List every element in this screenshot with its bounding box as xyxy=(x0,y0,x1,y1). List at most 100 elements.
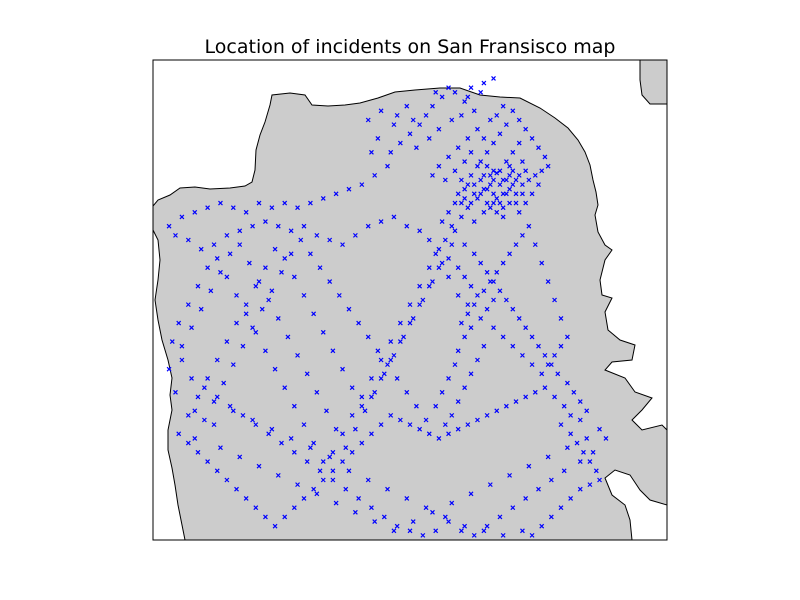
incident-marker xyxy=(462,186,468,192)
incident-marker xyxy=(410,117,416,123)
incident-marker xyxy=(295,352,300,358)
incident-marker xyxy=(475,292,480,298)
incident-marker xyxy=(378,357,384,363)
incident-marker xyxy=(449,223,455,229)
incident-marker xyxy=(330,348,336,354)
incident-marker xyxy=(359,440,365,446)
incident-marker xyxy=(269,205,275,211)
incident-marker xyxy=(516,172,522,178)
incident-marker xyxy=(503,177,509,183)
incident-marker xyxy=(471,251,477,257)
incident-marker xyxy=(446,376,451,381)
incident-marker xyxy=(185,302,191,308)
incident-marker xyxy=(250,417,256,423)
chart-title: Location of incidents on San Fransisco m… xyxy=(205,36,616,58)
incident-marker xyxy=(388,412,394,418)
incident-marker xyxy=(227,251,233,257)
incident-marker xyxy=(597,477,602,483)
incident-marker xyxy=(542,154,548,160)
incident-marker xyxy=(407,528,413,534)
incident-marker xyxy=(500,214,506,220)
incident-marker xyxy=(324,408,329,414)
incident-marker xyxy=(584,436,590,441)
map-plot-area xyxy=(153,60,667,540)
incident-marker xyxy=(558,316,564,321)
incident-marker xyxy=(539,260,545,266)
incident-marker xyxy=(462,385,468,391)
incident-marker xyxy=(458,177,464,183)
incident-marker xyxy=(503,122,509,128)
incident-marker xyxy=(282,514,288,520)
incident-marker xyxy=(494,170,500,176)
incident-marker xyxy=(532,389,538,395)
incident-marker xyxy=(272,366,278,372)
incident-marker xyxy=(465,94,471,100)
incident-marker xyxy=(253,329,259,335)
incident-marker xyxy=(436,265,442,271)
incident-marker xyxy=(359,403,365,409)
incident-marker xyxy=(218,200,223,206)
incident-marker xyxy=(491,168,496,174)
incident-marker xyxy=(205,265,211,271)
incident-marker xyxy=(513,177,519,183)
incident-marker xyxy=(404,496,410,501)
incident-marker xyxy=(507,172,513,178)
incident-marker xyxy=(388,357,394,363)
incident-marker xyxy=(263,514,268,520)
incident-marker xyxy=(439,389,445,395)
incident-marker xyxy=(365,117,371,123)
incident-marker xyxy=(314,491,320,497)
incident-marker xyxy=(430,509,435,515)
incident-marker xyxy=(211,399,217,404)
incident-marker xyxy=(394,376,400,381)
incident-marker xyxy=(192,209,198,215)
incident-marker xyxy=(362,408,368,414)
incident-marker xyxy=(507,186,513,192)
incident-marker xyxy=(446,431,451,437)
incident-marker xyxy=(195,283,201,289)
incident-marker xyxy=(272,246,278,252)
incident-marker xyxy=(439,219,445,224)
incident-marker xyxy=(561,468,567,474)
incident-marker xyxy=(369,149,374,155)
incident-marker xyxy=(397,417,403,423)
incident-marker xyxy=(311,311,317,317)
incident-marker xyxy=(407,131,413,137)
incident-marker xyxy=(385,486,390,492)
incident-marker xyxy=(256,279,262,284)
incident-marker xyxy=(487,117,493,123)
incident-marker xyxy=(478,177,484,183)
incident-marker xyxy=(465,136,471,141)
incident-marker xyxy=(520,159,525,164)
incident-marker xyxy=(455,145,461,151)
incident-marker xyxy=(391,122,397,128)
incident-marker xyxy=(497,200,503,206)
incident-marker xyxy=(426,136,432,141)
incident-marker xyxy=(333,500,339,506)
incident-marker xyxy=(568,431,574,437)
incident-marker xyxy=(471,219,477,224)
incident-marker xyxy=(288,251,294,257)
incident-marker xyxy=(327,279,333,284)
incident-marker xyxy=(291,274,297,280)
incident-marker xyxy=(478,260,484,266)
incident-marker xyxy=(378,422,384,428)
incident-marker xyxy=(311,440,317,446)
incident-marker xyxy=(291,403,297,409)
incident-marker xyxy=(346,186,352,192)
incident-marker xyxy=(468,491,474,497)
incident-marker xyxy=(481,136,487,141)
incident-marker xyxy=(529,362,535,368)
incident-marker xyxy=(426,237,432,243)
incident-marker xyxy=(484,163,490,169)
incident-marker xyxy=(484,306,490,312)
incident-marker xyxy=(455,426,461,432)
incident-marker xyxy=(404,103,410,109)
incident-marker xyxy=(577,459,583,464)
incident-marker xyxy=(343,486,349,492)
incident-marker xyxy=(487,205,493,211)
incident-marker xyxy=(314,389,320,395)
incident-marker xyxy=(230,205,236,211)
incident-marker xyxy=(201,417,207,423)
incident-marker xyxy=(491,140,496,146)
